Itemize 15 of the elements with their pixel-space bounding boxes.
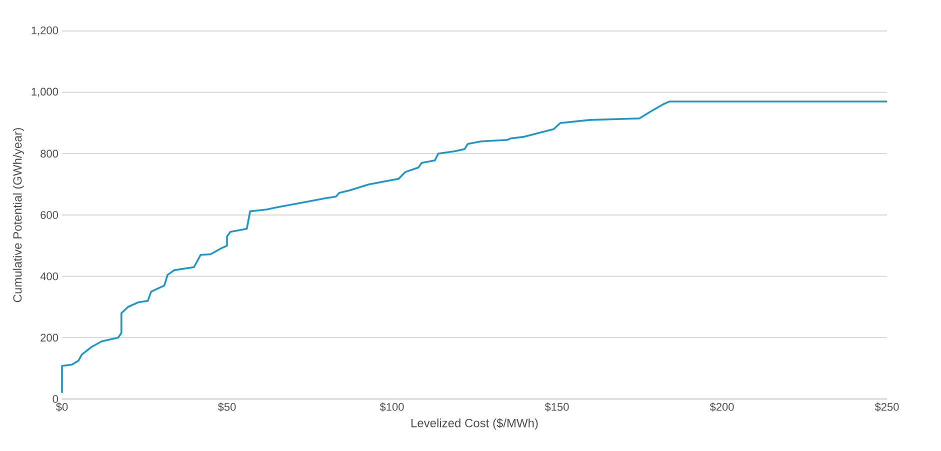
x-tick-label: $150 — [544, 402, 569, 412]
y-tick-label: 1,200 — [32, 26, 58, 36]
y-tick-label: 0 — [52, 395, 58, 403]
y-tick-label: 200 — [40, 334, 58, 342]
x-tick-label: $200 — [710, 402, 734, 412]
y-tick-label: 800 — [40, 150, 58, 158]
y-tick-label: 600 — [40, 211, 58, 219]
x-tick-label: $0 — [56, 402, 68, 412]
y-axis-title: Cumulative Potential (GWh/year) — [12, 128, 24, 302]
y-tick-label: 400 — [40, 272, 58, 280]
x-tick-label: $100 — [380, 402, 404, 412]
y-tick-label: 1,000 — [32, 88, 58, 97]
x-tick-label: $250 — [874, 402, 899, 412]
x-axis-title: Levelized Cost ($/MWh) — [411, 418, 538, 430]
x-tick-label: $50 — [218, 402, 236, 412]
